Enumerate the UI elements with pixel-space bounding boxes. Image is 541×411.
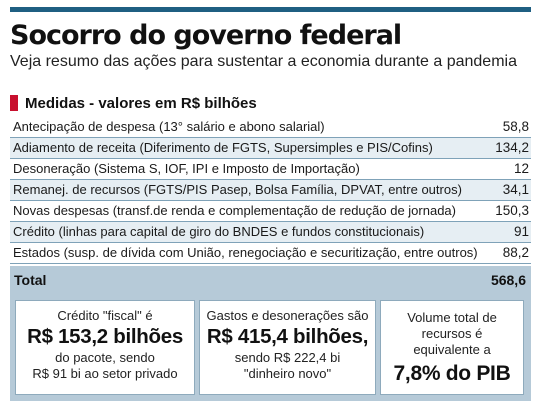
row-value: 150,3: [495, 203, 529, 218]
row-label: Estados (susp. de dívida com União, rene…: [13, 245, 478, 260]
total-row: Total 568,6: [10, 266, 531, 294]
total-label: Total: [14, 272, 47, 288]
row-label: Adiamento de receita (Diferimento de FGT…: [13, 140, 433, 155]
credit-detail-1: do pacote, sendo: [55, 350, 155, 365]
credit-highlight-card: Crédito "fiscal" é R$ 153,2 bilhões do p…: [15, 300, 195, 395]
gdp-intro-3: equivalente a: [413, 342, 491, 357]
spending-highlight-card: Gastos e desonerações são R$ 415,4 bilhõ…: [199, 300, 376, 395]
credit-intro: Crédito "fiscal" é: [57, 308, 153, 323]
gdp-highlight-card: Volume total de recursos é equivalente a…: [380, 300, 524, 395]
page-title: Socorro do governo federal: [10, 20, 402, 51]
section-marker: [10, 95, 18, 111]
row-value: 12: [513, 161, 529, 176]
gdp-intro-1: Volume total de: [407, 310, 497, 325]
row-value: 88,2: [502, 245, 529, 260]
spending-amount: R$ 415,4 bilhões,: [206, 325, 369, 348]
credit-amount: R$ 153,2 bilhões: [27, 325, 183, 348]
table-row: Remanej. de recursos (FGTS/PIS Pasep, Bo…: [10, 180, 531, 201]
table-row: Adiamento de receita (Diferimento de FGT…: [10, 138, 531, 159]
spending-detail-1: sendo R$ 222,4 bi: [234, 350, 341, 365]
row-label: Desoneração (Sistema S, IOF, IPI e Impos…: [13, 161, 360, 176]
row-label: Crédito (linhas para capital de giro do …: [13, 224, 425, 239]
gdp-intro-2: recursos é: [421, 326, 483, 341]
table-row: Novas despesas (transf.de renda e comple…: [10, 201, 531, 222]
total-value: 568,6: [490, 272, 526, 288]
row-label: Antecipação de despesa (13° salário e ab…: [13, 119, 325, 134]
top-rule: [10, 7, 531, 12]
row-label: Novas despesas (transf.de renda e comple…: [13, 203, 456, 218]
row-label: Remanej. de recursos (FGTS/PIS Pasep, Bo…: [13, 182, 462, 197]
measures-table: Antecipação de despesa (13° salário e ab…: [10, 117, 531, 264]
table-row: Crédito (linhas para capital de giro do …: [10, 222, 531, 243]
table-row: Antecipação de despesa (13° salário e ab…: [10, 117, 531, 138]
row-value: 34,1: [502, 182, 529, 197]
section-heading: Medidas - valores em R$ bilhões: [10, 94, 257, 112]
credit-detail-2: R$ 91 bi ao setor privado: [32, 366, 178, 381]
row-value: 134,2: [495, 140, 529, 155]
row-value: 58,8: [502, 119, 529, 134]
spending-intro: Gastos e desonerações são: [206, 308, 369, 323]
section-label: Medidas - valores em R$ bilhões: [25, 94, 257, 112]
table-row: Estados (susp. de dívida com União, rene…: [10, 243, 531, 264]
gdp-share: 7,8% do PIB: [393, 362, 511, 385]
spending-detail-2: "dinheiro novo": [243, 366, 332, 381]
row-value: 91: [513, 224, 529, 239]
page-subtitle: Veja resumo das ações para sustentar a e…: [10, 53, 517, 70]
table-row: Desoneração (Sistema S, IOF, IPI e Impos…: [10, 159, 531, 180]
